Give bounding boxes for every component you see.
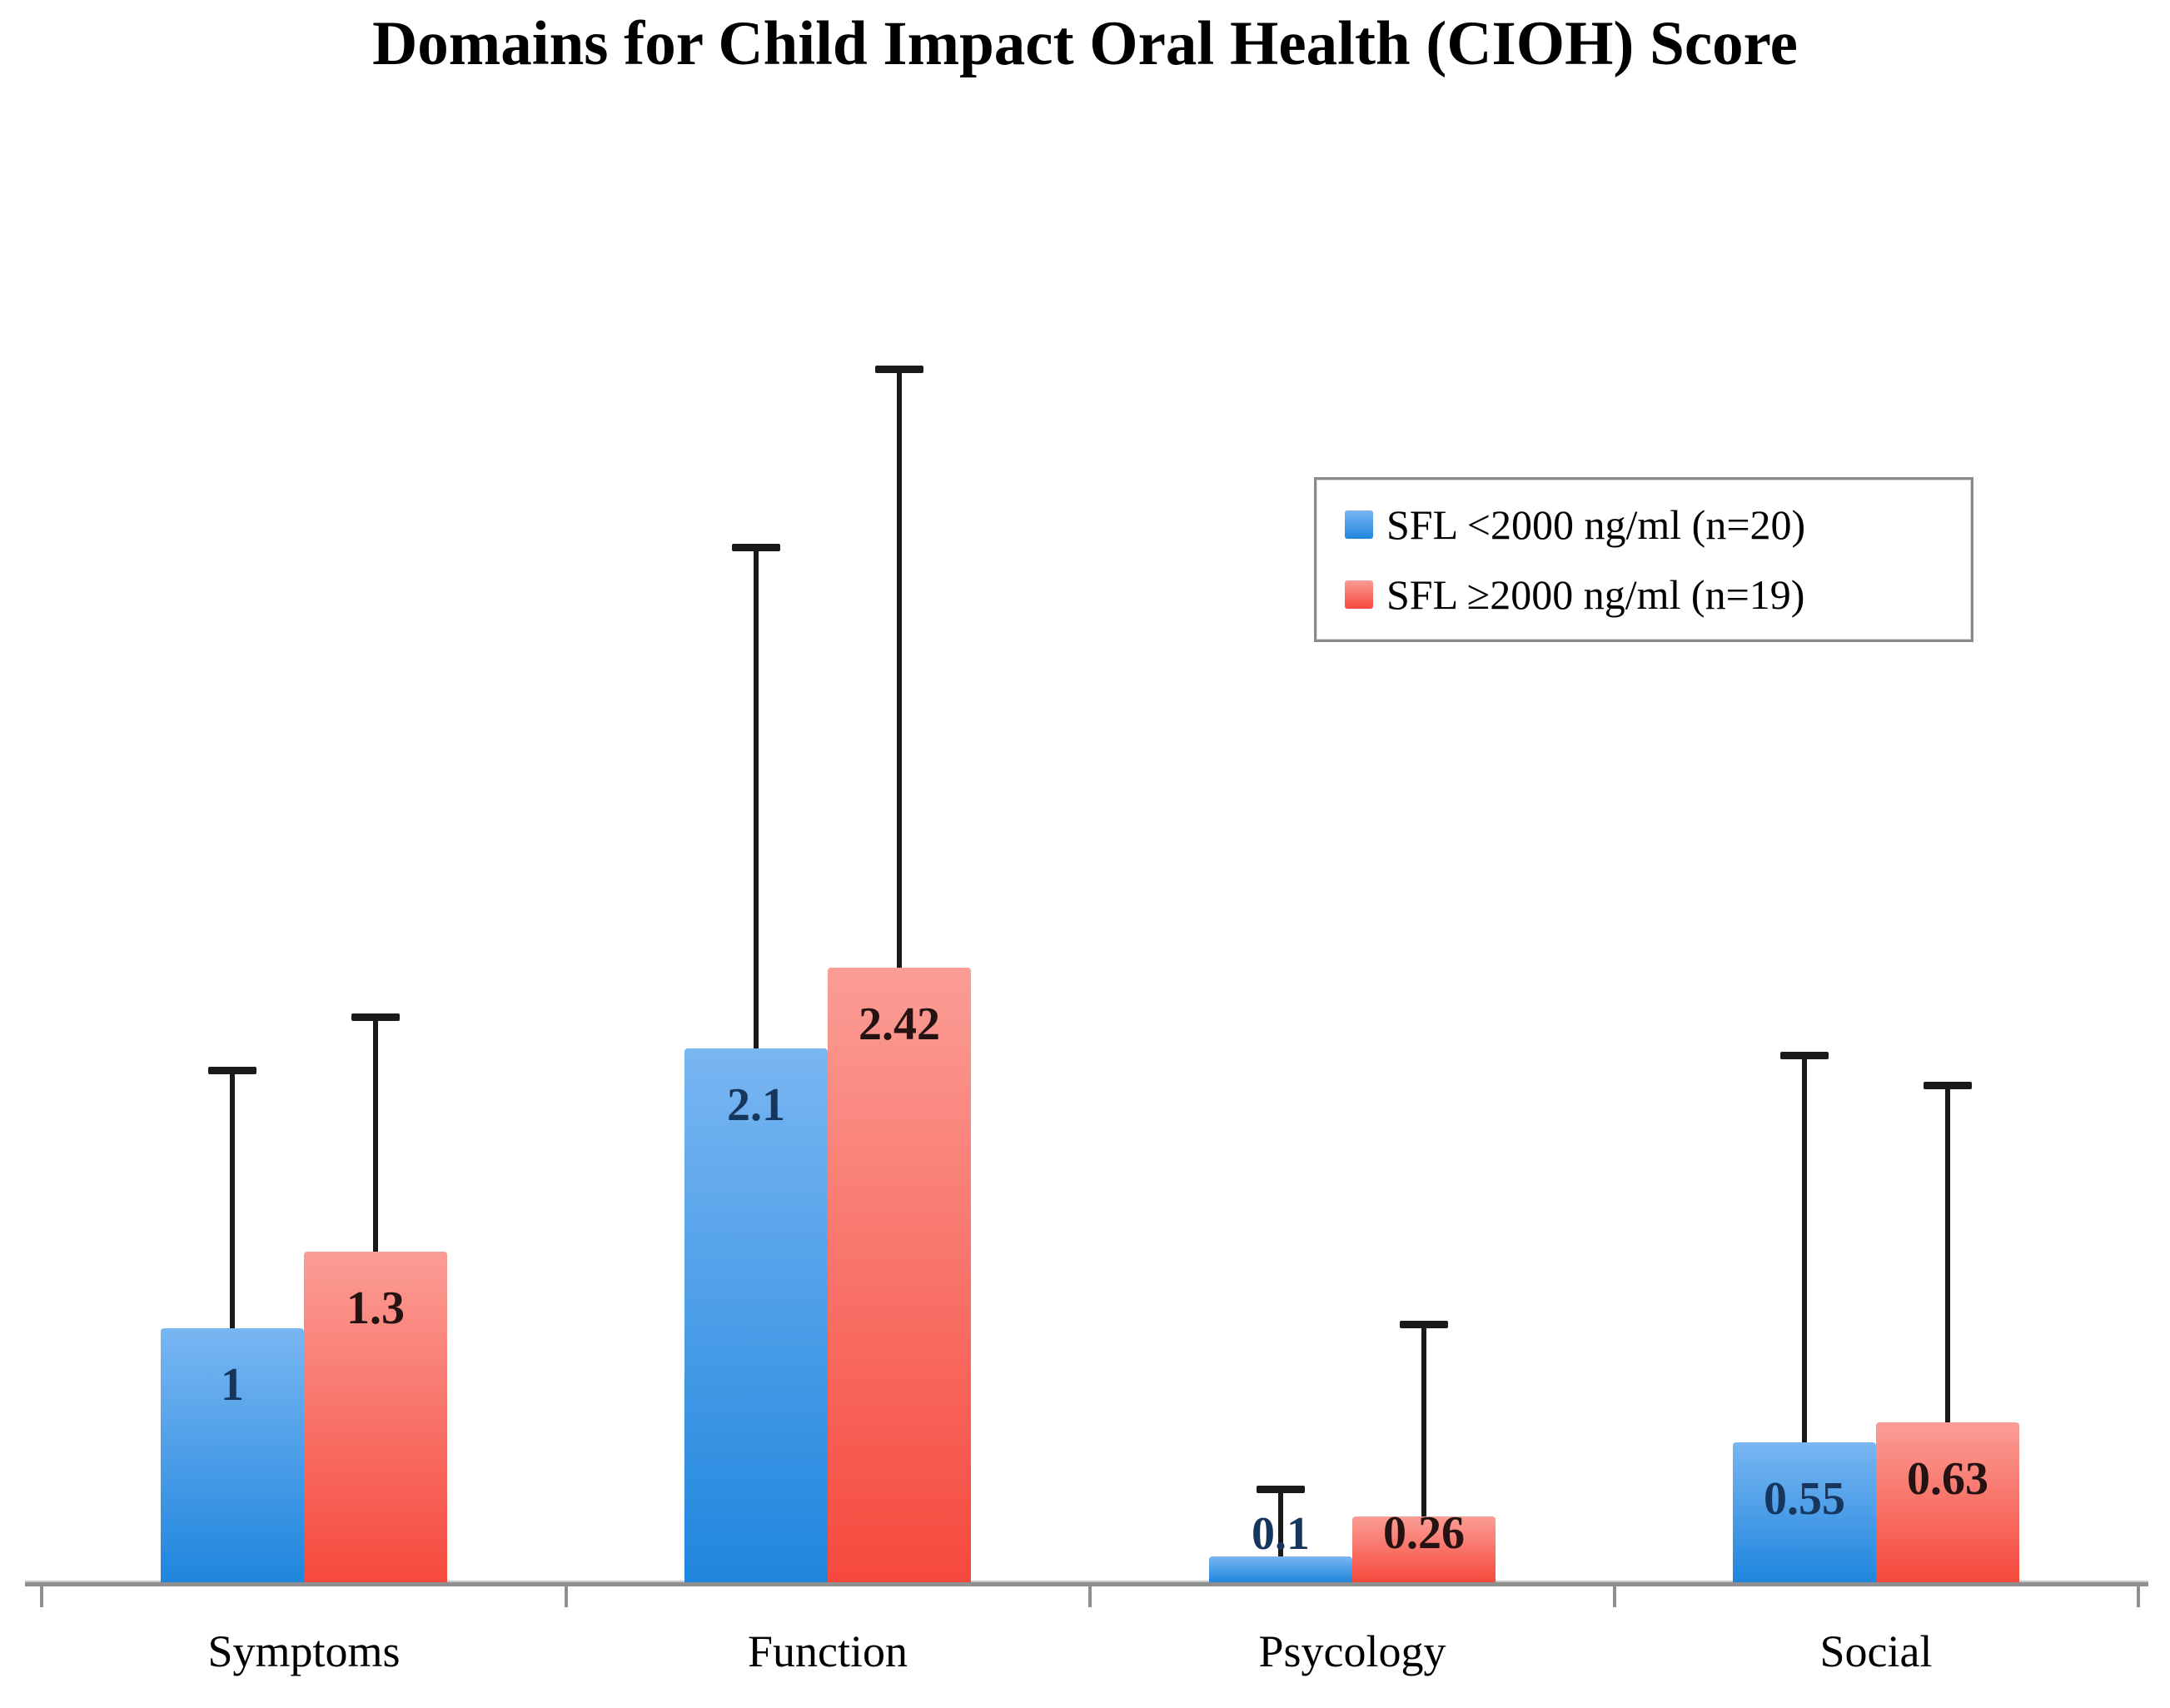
error-bar-line-function-sfl-ge2000	[897, 366, 902, 969]
error-bar-line-psycology-sfl-lt2000	[1278, 1486, 1283, 1558]
bar-symptoms-sfl-lt2000	[161, 1328, 304, 1582]
bar-social-sfl-lt2000	[1733, 1442, 1876, 1582]
error-bar-line-social-sfl-ge2000	[1945, 1082, 1950, 1424]
x-axis-line	[25, 1581, 2148, 1586]
legend-swatch-red-icon	[1345, 580, 1373, 609]
legend-label-sfl-ge-2000: SFL ≥2000 ng/ml (n=19)	[1386, 570, 1805, 618]
category-label-function: Function	[747, 1626, 908, 1676]
bar-value-label-social-sfl-lt2000: 0.55	[1764, 1473, 1845, 1525]
category-label-psycology: Psycology	[1258, 1626, 1446, 1676]
chart-title: Domains for Child Impact Oral Health (CI…	[372, 9, 1798, 78]
bar-value-label-symptoms-sfl-lt2000: 1	[221, 1359, 244, 1411]
error-bar-line-social-sfl-lt2000	[1802, 1052, 1807, 1444]
error-bar-line-function-sfl-lt2000	[754, 544, 759, 1050]
legend-label-sfl-lt-2000: SFL <2000 ng/ml (n=20)	[1386, 501, 1806, 549]
bar-psycology-sfl-ge2000	[1352, 1516, 1496, 1582]
x-axis-tick	[1088, 1582, 1092, 1607]
error-bar-line-psycology-sfl-ge2000	[1421, 1321, 1426, 1518]
x-axis-tick	[1613, 1582, 1616, 1607]
bar-value-label-symptoms-sfl-ge2000: 1.3	[346, 1282, 405, 1334]
legend-swatch-blue-icon	[1345, 510, 1373, 540]
bar-value-label-function-sfl-ge2000: 2.42	[859, 998, 940, 1050]
bar-value-label-psycology-sfl-ge2000: 0.26	[1383, 1507, 1465, 1559]
legend-item-sfl-ge-2000: SFL ≥2000 ng/ml (n=19)	[1345, 570, 1971, 619]
legend: SFL <2000 ng/ml (n=20) SFL ≥2000 ng/ml (…	[1314, 477, 1973, 642]
error-bar-line-symptoms-sfl-ge2000	[373, 1013, 378, 1253]
legend-item-sfl-lt-2000: SFL <2000 ng/ml (n=20)	[1345, 500, 1971, 549]
bar-function-sfl-lt2000	[684, 1048, 828, 1582]
x-axis-tick	[2137, 1582, 2140, 1607]
bar-value-label-function-sfl-lt2000: 2.1	[727, 1079, 785, 1131]
category-label-symptoms: Symptoms	[207, 1626, 401, 1676]
category-label-social: Social	[1819, 1626, 1933, 1676]
bar-psycology-sfl-lt2000	[1209, 1556, 1352, 1582]
bar-value-label-psycology-sfl-lt2000: 0.1	[1252, 1508, 1310, 1560]
bar-function-sfl-ge2000	[828, 968, 971, 1582]
x-axis-tick	[40, 1582, 43, 1607]
bar-social-sfl-ge2000	[1876, 1422, 2019, 1582]
x-axis-tick	[565, 1582, 568, 1607]
error-bar-line-symptoms-sfl-lt2000	[230, 1067, 235, 1330]
bar-symptoms-sfl-ge2000	[304, 1252, 447, 1582]
bar-value-label-social-sfl-ge2000: 0.63	[1907, 1453, 1988, 1505]
